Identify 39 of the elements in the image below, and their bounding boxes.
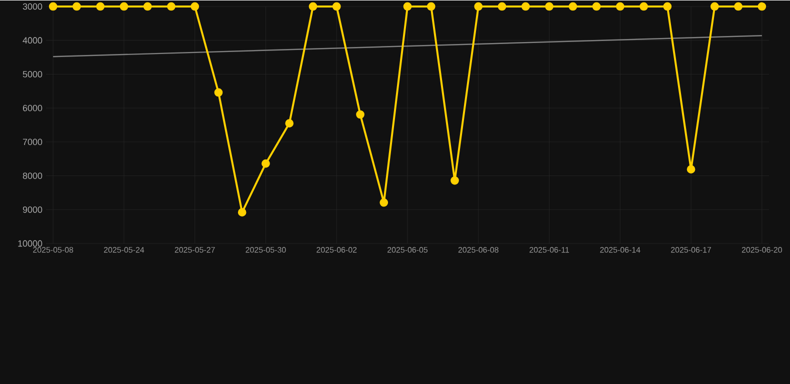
point (474, 2, 483, 10)
point (285, 118, 294, 128)
point (96, 2, 105, 10)
point (308, 2, 318, 10)
point (190, 2, 200, 10)
point (262, 159, 270, 168)
point (403, 2, 412, 10)
point (498, 2, 506, 10)
point (686, 164, 696, 174)
point (426, 2, 436, 10)
y-tick-label: 6000 (22, 104, 42, 112)
y-tick-label: 4000 (22, 36, 42, 44)
point (380, 198, 388, 206)
y-tick-label: 5000 (22, 70, 42, 78)
point (616, 2, 624, 10)
point (734, 2, 742, 10)
point (356, 110, 364, 118)
y-tick-label: 8000 (22, 172, 42, 179)
point (214, 88, 223, 96)
point (545, 2, 554, 10)
y-tick-label: 9000 (22, 206, 42, 213)
point (568, 2, 578, 10)
point (167, 2, 176, 10)
point (592, 2, 601, 10)
point (143, 2, 152, 10)
point (521, 2, 530, 10)
point (710, 2, 719, 10)
point (72, 2, 81, 10)
point (640, 2, 648, 10)
point (758, 2, 766, 10)
y-tick-label: 7000 (22, 138, 42, 145)
point (238, 208, 246, 216)
y-tick-label: 10000 (18, 240, 42, 246)
point (663, 2, 672, 10)
point (120, 2, 128, 10)
point (450, 176, 459, 184)
y-tick-label: 3000 (22, 3, 42, 10)
point (332, 2, 341, 10)
point (48, 2, 58, 10)
